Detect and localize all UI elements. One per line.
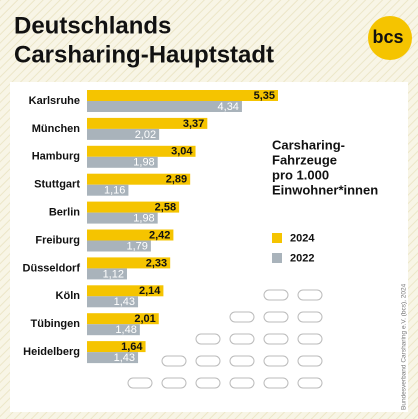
chart-title: Carsharing-Hauptstadt (14, 41, 274, 68)
category-label: Karlsruhe (29, 95, 80, 107)
category-label: Heidelberg (23, 346, 80, 358)
legend-title: Einwohner*innen (272, 182, 378, 197)
chart-title: Deutschlands (14, 12, 171, 39)
value-label: 1,43 (114, 296, 135, 308)
legend-label: 2022 (290, 252, 314, 264)
value-label: 1,12 (103, 268, 124, 280)
value-label: 4,34 (218, 101, 239, 113)
value-label: 3,04 (171, 146, 193, 158)
bar (87, 90, 278, 101)
value-label: 1,43 (114, 352, 135, 364)
value-label: 2,42 (149, 229, 170, 241)
legend-title: pro 1.000 (272, 167, 329, 182)
value-label: 2,01 (134, 313, 155, 325)
category-label: Köln (56, 290, 81, 302)
category-label: Tübingen (31, 318, 81, 330)
value-label: 3,37 (183, 118, 204, 130)
source: Bundesverband Carsharing e.V. (bcs), 202… (401, 283, 408, 410)
legend-swatch (272, 253, 282, 263)
category-label: Berlin (49, 207, 80, 219)
page: {"chart_data": { "type": "hbar", "title"… (0, 0, 418, 419)
chart: Deutschlands Carsharing-Hauptstadt bcs C… (0, 0, 418, 419)
category-label: Düsseldorf (23, 262, 81, 274)
category-label: Hamburg (32, 151, 80, 163)
legend-title: Fahrzeuge (272, 152, 337, 167)
value-label: 1,16 (104, 185, 125, 197)
category-label: München (32, 123, 81, 135)
value-label: 2,58 (155, 202, 176, 214)
legend-title: Carsharing- (272, 137, 345, 152)
value-label: 2,02 (135, 129, 156, 141)
category-label: Freiburg (35, 234, 80, 246)
value-label: 2,14 (139, 285, 161, 297)
legend-swatch (272, 233, 282, 243)
category-label: Stuttgart (34, 179, 80, 191)
value-label: 1,48 (115, 324, 136, 336)
logo: bcs (372, 27, 403, 47)
value-label: 1,79 (126, 240, 147, 252)
value-label: 2,89 (166, 174, 187, 186)
legend-label: 2024 (290, 232, 315, 244)
value-label: 1,98 (133, 213, 154, 225)
value-label: 2,33 (146, 257, 167, 269)
value-label: 1,98 (133, 157, 154, 169)
value-label: 5,35 (254, 90, 275, 102)
